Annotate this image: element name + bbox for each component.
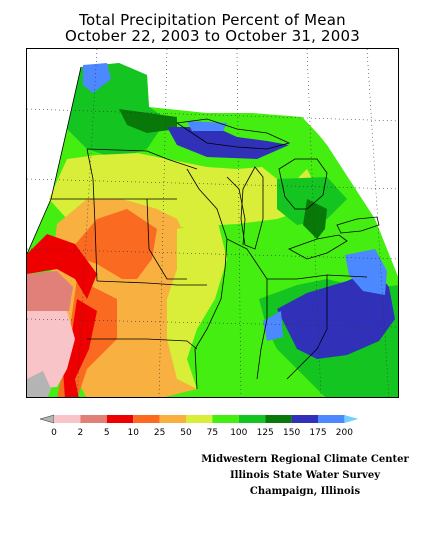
legend-swatch xyxy=(291,415,318,423)
map-title-line-1: Total Precipitation Percent of Mean xyxy=(79,11,346,29)
state-boundaries xyxy=(27,66,368,390)
legend-tick-label: 200 xyxy=(336,428,353,438)
legend-tick-label: 125 xyxy=(257,428,274,438)
legend-tick-label: 25 xyxy=(154,428,165,438)
legend-tick-label: 2 xyxy=(78,428,84,438)
color-legend: 0 2 5 10 25 50 75 100 125 150 175 200 xyxy=(39,412,385,440)
precip-region-150-175-michigan xyxy=(303,199,327,239)
precip-region-0-2 xyxy=(27,371,51,397)
legend-tick-label: 175 xyxy=(309,428,326,438)
legend-tick-label: 10 xyxy=(127,428,139,438)
precip-region-175-200-north xyxy=(83,63,111,93)
legend-swatch xyxy=(186,415,213,423)
legend-arrow-low xyxy=(39,414,55,424)
legend-swatch xyxy=(159,415,186,423)
legend-swatch xyxy=(265,415,292,423)
precip-region-25-50-north xyxy=(67,209,157,279)
legend-tick-label: 5 xyxy=(104,428,110,438)
precip-region-10-25-south xyxy=(63,299,97,397)
precip-region-175-200-lake-superior xyxy=(167,127,289,159)
precip-region-5-10 xyxy=(27,271,73,311)
legend-arrow-high xyxy=(344,415,359,423)
legend-tick-label: 50 xyxy=(180,428,192,438)
precipitation-map-svg xyxy=(27,49,398,397)
legend-tick-label: 150 xyxy=(283,428,300,438)
legend-swatch xyxy=(212,415,239,423)
precip-region-75-100-central xyxy=(167,219,227,389)
precip-region-175-200-east xyxy=(277,269,395,359)
credit-line-1: Midwestern Regional Climate Center xyxy=(201,454,409,465)
precip-region-200-south xyxy=(263,311,283,341)
precip-region-125-150-michigan xyxy=(277,177,347,225)
legend-swatch xyxy=(54,415,81,423)
legend-swatch xyxy=(318,415,345,423)
credit-line-3: Champaign, Illinois xyxy=(249,486,361,497)
legend-swatch xyxy=(133,415,160,423)
legend-tick-label: 100 xyxy=(230,428,247,438)
great-lakes-outlines xyxy=(175,118,380,260)
legend-swatch xyxy=(80,415,107,423)
precip-region-150-175-north xyxy=(119,109,177,133)
legend-tick-label: 75 xyxy=(207,428,218,438)
graticule xyxy=(27,49,398,397)
legend-swatch xyxy=(238,415,266,423)
precip-region-2-5 xyxy=(27,311,75,389)
credit-line-2: Illinois State Water Survey xyxy=(229,470,381,481)
map-title-line-2: October 22, 2003 to October 31, 2003 xyxy=(65,27,360,45)
precip-region-200-east xyxy=(345,249,387,295)
legend-swatch xyxy=(106,415,134,423)
legend-tick-label: 0 xyxy=(51,428,57,438)
precipitation-map xyxy=(26,48,399,398)
legend-svg: 0 2 5 10 25 50 75 100 125 150 175 200 xyxy=(39,414,359,438)
precip-region-200-lake xyxy=(187,121,227,131)
